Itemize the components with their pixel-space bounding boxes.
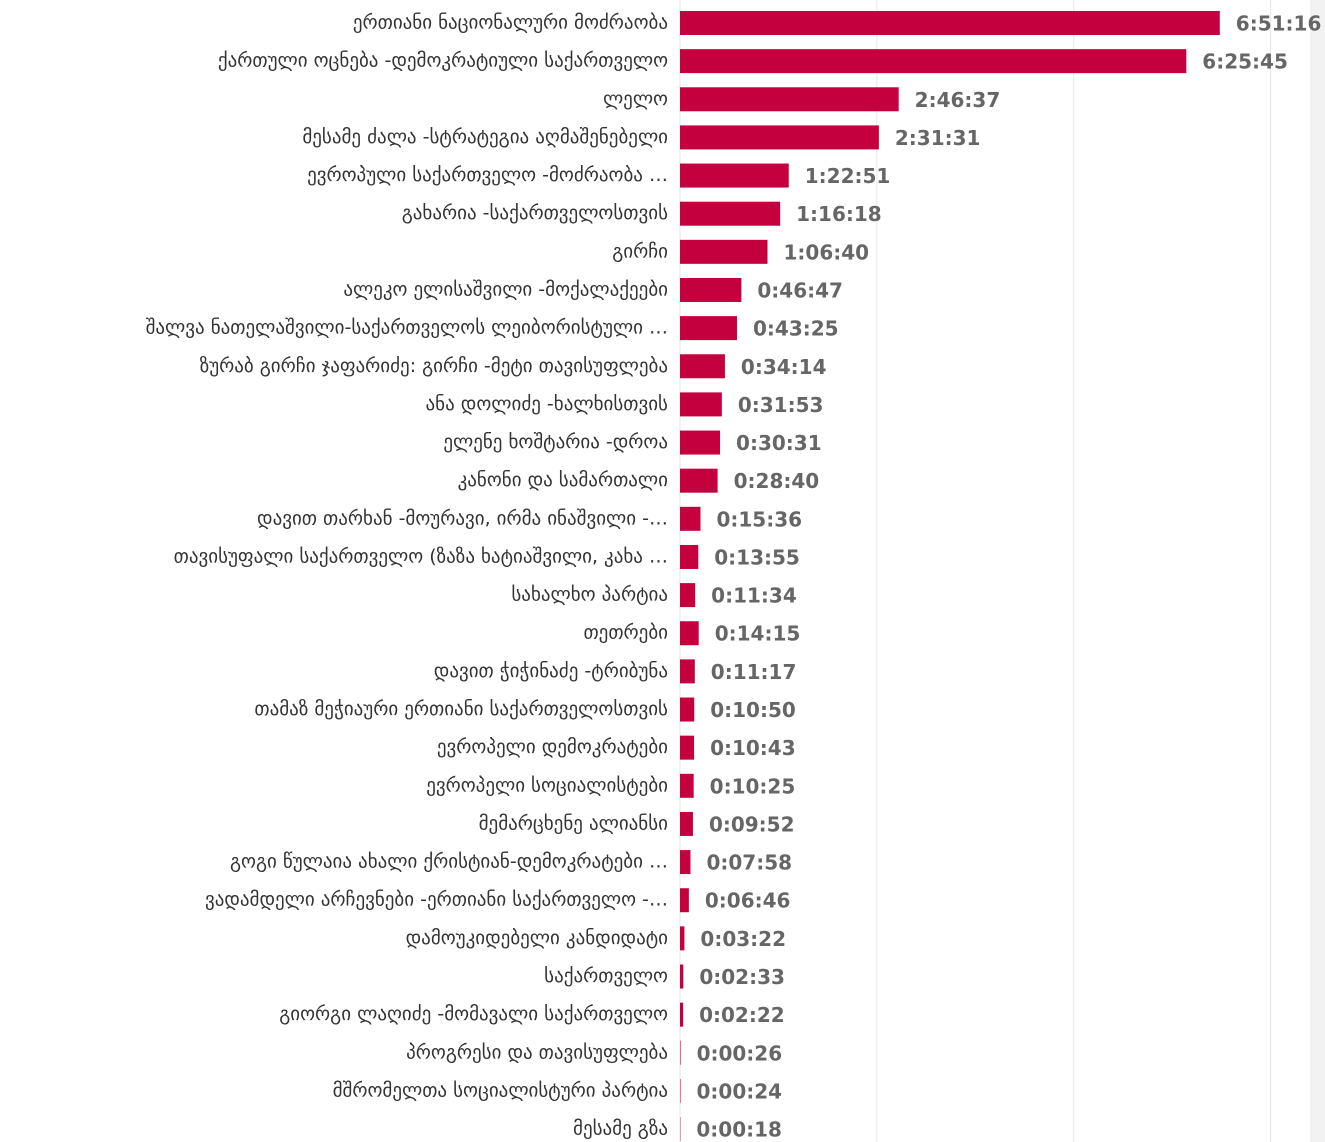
y-tick-label: ევროპელი დემოკრატები [437, 736, 668, 758]
value-label: 0:03:22 [700, 927, 786, 951]
bar [680, 468, 718, 493]
bar [680, 506, 701, 531]
y-tick-label: თამაზ მეჭიაური ერთიანი საქართველოსთვის [254, 698, 668, 720]
value-label: 0:43:25 [753, 317, 839, 341]
bar [680, 583, 696, 608]
y-tick-label: თავისუფალი საქართველო (ზაზა ხატიაშვილი, … [174, 545, 668, 567]
value-label: 2:46:37 [915, 88, 1001, 112]
bar [680, 239, 768, 264]
value-label: 0:07:58 [706, 851, 792, 875]
bar [680, 392, 722, 417]
bar [680, 354, 725, 379]
value-label: 0:31:53 [738, 393, 824, 417]
bar [680, 544, 699, 569]
y-tick-label: ერთიანი ნაციონალური მოძრაობა [353, 12, 668, 34]
value-label: 1:06:40 [784, 240, 870, 264]
bar [680, 1078, 681, 1103]
bar [680, 888, 689, 913]
value-label: 0:10:43 [710, 736, 796, 760]
value-label: 0:10:25 [710, 774, 796, 798]
value-label: 0:15:36 [716, 507, 802, 531]
value-label: 2:31:31 [895, 126, 981, 150]
value-label: 0:46:47 [757, 278, 843, 302]
bar [680, 621, 699, 646]
bar [680, 125, 879, 150]
y-tick-label: თეთრები [583, 622, 668, 644]
value-label: 6:25:45 [1202, 50, 1288, 74]
y-tick-label: კანონი და სამართალი [458, 469, 668, 491]
bar [680, 659, 695, 684]
y-tick-label: გიორგი ლაღიძე -მომავალი საქართველო [279, 1003, 668, 1025]
value-label: 0:06:46 [705, 889, 791, 913]
bar [680, 430, 721, 455]
bar [680, 1040, 681, 1065]
bar [680, 316, 737, 341]
value-label: 0:34:14 [741, 355, 827, 379]
bar [680, 773, 694, 798]
value-label: 0:11:17 [711, 660, 797, 684]
bar [680, 926, 685, 951]
bar [680, 201, 781, 226]
y-tick-label: დავით თარხან -მოურავი, ირმა ინაშვილი -… [257, 507, 668, 529]
value-label: 0:02:22 [699, 1003, 785, 1027]
y-tick-label: საქართველო [544, 965, 668, 987]
y-tick-label: ანა დოლიძე -ხალხისთვის [426, 393, 668, 415]
value-label: 0:00:24 [697, 1079, 783, 1103]
y-tick-label: მესამე გზა [573, 1118, 668, 1140]
value-label: 0:11:34 [711, 584, 797, 608]
value-label: 0:02:33 [699, 965, 785, 989]
bar [680, 277, 742, 302]
y-tick-label: სახალხო პარტია [511, 584, 668, 606]
y-tick-label: დამოუკიდებელი კანდიდატი [406, 927, 668, 949]
value-label: 0:28:40 [734, 469, 820, 493]
value-label: 1:16:18 [796, 202, 882, 226]
y-tick-label: გახარია -საქართველოსთვის [402, 202, 668, 224]
y-tick-label: ლელო [603, 88, 668, 110]
value-label: 0:00:26 [697, 1041, 783, 1065]
bar [680, 735, 695, 760]
y-tick-label: დავით ჭიჭინაძე -ტრიბუნა [434, 660, 668, 682]
y-tick-label: გირჩი [612, 240, 668, 262]
y-tick-label: ქართული ოცნება -დემოკრატიული საქართველო [218, 50, 668, 72]
value-label: 1:22:51 [805, 164, 891, 188]
y-tick-label: შალვა ნათელაშვილი-საქართველოს ლეიბორისტუ… [146, 317, 668, 339]
y-tick-label: ვადამდელი არჩევნები -ერთიანი საქართველო … [205, 889, 668, 911]
value-label: 0:09:52 [709, 812, 795, 836]
y-tick-label: მემარცხენე ალიანსი [479, 812, 668, 834]
value-label: 6:51:16 [1236, 12, 1322, 36]
y-tick-label: ევროპული საქართველო -მოძრაობა … [307, 164, 668, 186]
bar [680, 11, 1220, 35]
value-label: 0:30:31 [736, 431, 822, 455]
value-label: 0:10:50 [710, 698, 796, 722]
y-tick-label: მშრომელთა სოციალისტური პარტია [333, 1079, 668, 1101]
value-label: 0:00:18 [696, 1118, 782, 1142]
bar [680, 163, 789, 188]
y-tick-label: ალეკო ელისაშვილი -მოქალაქეები [343, 278, 668, 300]
bar [680, 811, 693, 836]
bar [680, 850, 691, 875]
y-tick-label: გოგი წულაია ახალი ქრისტიან-დემოკრატები … [230, 851, 668, 873]
y-tick-label: ელენე ხოშტარია -დროა [443, 431, 668, 453]
y-tick-label: პროგრესი და თავისუფლება [406, 1041, 668, 1063]
y-tick-label: ზურაბ გირჩი ჯაფარიძე: გირჩი -მეტი თავისუ… [200, 355, 668, 377]
value-label: 0:14:15 [715, 622, 801, 646]
scroll-strip [1310, 0, 1325, 1142]
bar [680, 964, 684, 989]
bar [680, 49, 1187, 74]
y-tick-label: ევროპელი სოციალისტები [426, 774, 668, 796]
bar [680, 87, 899, 112]
bar [680, 1002, 684, 1027]
bar [680, 697, 695, 722]
y-tick-label: მესამე ძალა -სტრატეგია აღმაშენებელი [302, 126, 668, 148]
value-label: 0:13:55 [714, 545, 800, 569]
